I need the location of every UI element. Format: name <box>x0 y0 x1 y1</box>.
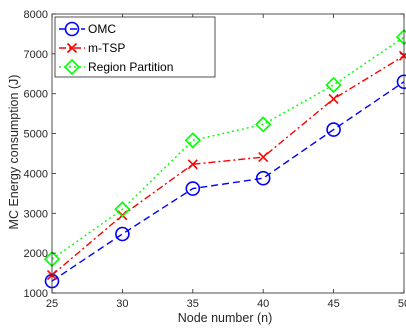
y-tick-label: 6000 <box>24 89 48 101</box>
y-tick-label: 1000 <box>24 288 48 300</box>
data-point-omc <box>115 226 130 242</box>
x-tick-label: 30 <box>116 298 128 310</box>
y-axis-title: MC Energy consumption (J) <box>7 75 21 230</box>
plot-frame <box>51 13 405 294</box>
y-tick-label: 7000 <box>24 49 48 61</box>
legend: OMC m-TSP Region Partition <box>54 16 216 78</box>
data-point-omc <box>185 181 201 196</box>
x-tick-label: 40 <box>257 298 269 310</box>
y-tick-label: 5000 <box>24 129 48 141</box>
legend-label-region-partition: Region Partition <box>88 60 173 74</box>
y-tick-label: 4000 <box>24 168 48 180</box>
series-line-region-partition <box>51 36 405 260</box>
x-tick-label: 35 <box>187 298 199 310</box>
x-axis-title: Node number (n) <box>178 311 273 325</box>
series-line-omc <box>51 81 405 282</box>
y-tick-label: 2000 <box>24 248 48 260</box>
data-point-m-tsp <box>187 159 198 170</box>
legend-marker-m-tsp <box>66 42 78 54</box>
legend-marker-omc <box>64 21 80 37</box>
x-tick-label: 25 <box>46 298 58 310</box>
data-point-m-tsp <box>328 93 339 104</box>
legend-marker-region-partition <box>63 58 81 76</box>
x-tick-label: 50 <box>398 298 406 310</box>
legend-label-omc: OMC <box>88 22 116 36</box>
data-point-region-partition <box>255 116 272 133</box>
data-point-region-partition <box>325 76 342 94</box>
x-tick-label: 45 <box>327 298 339 310</box>
y-tick-label: 3000 <box>24 208 48 220</box>
series-line-m-tsp <box>51 55 405 276</box>
data-point-m-tsp <box>258 152 269 163</box>
axes-layer: 25 30 35 40 45 50 1000 2000 3000 4000 5000 6000 7000… <box>24 9 406 310</box>
legend-box <box>54 16 216 78</box>
y-tick-label: 8000 <box>24 9 48 21</box>
legend-label-m-tsp: m-TSP <box>88 41 125 55</box>
data-point-omc <box>326 122 341 137</box>
data-point-region-partition <box>114 201 131 218</box>
data-point-region-partition <box>184 132 201 149</box>
data-point-omc <box>255 170 271 186</box>
